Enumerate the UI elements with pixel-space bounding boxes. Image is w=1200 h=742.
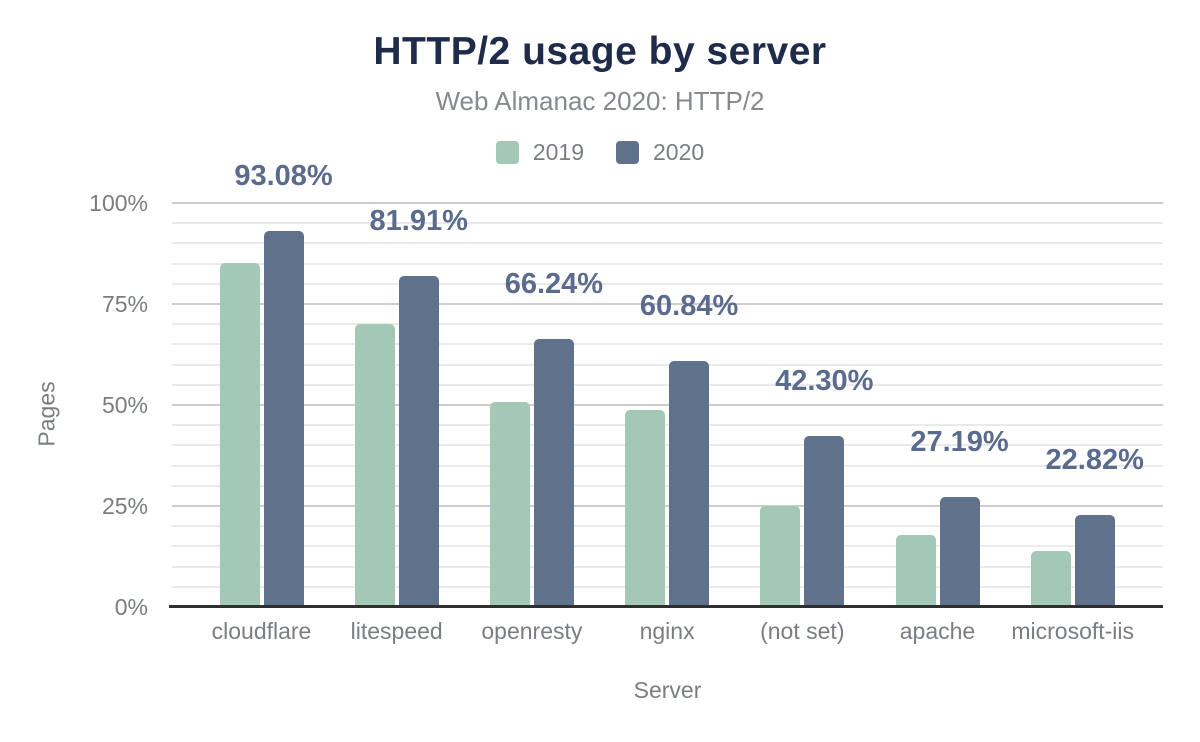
minor-gridline bbox=[172, 464, 1163, 467]
bar-2020-litespeed bbox=[398, 276, 439, 607]
y-tick-label: 50% bbox=[101, 392, 148, 418]
x-tick-label: microsoft-iis bbox=[1011, 618, 1135, 644]
minor-gridline bbox=[172, 565, 1163, 568]
x-tick-label: nginx bbox=[639, 618, 695, 644]
bar-value-label: 60.84% bbox=[639, 290, 739, 323]
bar-2019-apache bbox=[895, 535, 936, 607]
minor-gridline bbox=[172, 484, 1163, 487]
bar-2019-microsoft-iis bbox=[1030, 550, 1071, 607]
minor-gridline bbox=[172, 525, 1163, 528]
y-tick-label: 100% bbox=[89, 190, 148, 216]
y-axis-ticks: 0% 25% 50% 75% 100% bbox=[0, 190, 160, 620]
x-tick-label: (not set) bbox=[760, 618, 845, 644]
minor-gridline bbox=[172, 343, 1163, 346]
bar-2019-cloudflare bbox=[219, 263, 260, 607]
bar-2020-nginx bbox=[669, 361, 710, 607]
minor-gridline bbox=[172, 383, 1163, 386]
x-tick-label: litespeed bbox=[350, 618, 443, 644]
major-gridline bbox=[172, 202, 1163, 204]
minor-gridline bbox=[172, 444, 1163, 447]
bar-value-label: 42.30% bbox=[775, 365, 874, 398]
legend-label: 2019 bbox=[532, 139, 584, 165]
minor-gridline bbox=[172, 222, 1163, 225]
bar-2019-litespeed bbox=[354, 324, 395, 607]
x-axis-line bbox=[169, 605, 1163, 608]
bar-2020-cloudflare bbox=[263, 230, 304, 607]
x-tick-label: openresty bbox=[481, 618, 583, 644]
legend-swatch-icon bbox=[616, 141, 639, 164]
bar-2019-nginx bbox=[625, 409, 666, 607]
y-tick-label: 25% bbox=[101, 493, 148, 519]
major-gridline bbox=[172, 505, 1163, 507]
legend-item-2020: 2020 bbox=[616, 139, 704, 166]
chart-subtitle: Web Almanac 2020: HTTP/2 bbox=[435, 86, 765, 116]
bar-2020-(not set) bbox=[804, 436, 845, 607]
y-tick-label: 75% bbox=[101, 291, 148, 317]
chart-legend: 2019 2020 bbox=[0, 139, 1200, 166]
minor-gridline bbox=[172, 545, 1163, 548]
bar-value-label: 27.19% bbox=[910, 426, 1009, 459]
legend-swatch-icon bbox=[495, 141, 519, 164]
bar-value-label: 22.82% bbox=[1045, 443, 1144, 476]
chart-title: HTTP/2 usage by server bbox=[373, 30, 827, 73]
minor-gridline bbox=[172, 262, 1163, 265]
x-axis-ticks: cloudflare litespeed openresty nginx (not se… bbox=[172, 618, 1163, 648]
minor-gridline bbox=[172, 424, 1163, 427]
bar-2020-openresty bbox=[533, 339, 574, 607]
minor-gridline bbox=[172, 323, 1163, 326]
bar-2019-(not set) bbox=[760, 506, 801, 607]
major-gridline bbox=[172, 303, 1163, 305]
bar-value-label: 66.24% bbox=[504, 268, 604, 301]
minor-gridline bbox=[172, 363, 1163, 366]
legend-item-2019: 2019 bbox=[495, 139, 584, 166]
minor-gridline bbox=[172, 585, 1163, 588]
plot-area: 93.08% 81.91% 66.24% 60.84% 42.30% 27.19% 22.8… bbox=[169, 160, 1163, 608]
minor-gridline bbox=[172, 282, 1163, 285]
minor-gridline bbox=[172, 242, 1163, 245]
bar-2020-apache bbox=[939, 497, 980, 607]
bar-value-label: 93.08% bbox=[234, 159, 333, 192]
x-tick-label: apache bbox=[899, 618, 976, 644]
x-tick-label: cloudflare bbox=[211, 618, 312, 644]
x-axis-title: Server bbox=[633, 677, 702, 703]
y-tick-label: 0% bbox=[114, 594, 148, 620]
major-gridline bbox=[172, 404, 1163, 406]
bar-2019-openresty bbox=[489, 402, 530, 607]
bar-2020-microsoft-iis bbox=[1074, 514, 1115, 607]
bar-value-label: 81.91% bbox=[369, 205, 468, 238]
legend-label: 2020 bbox=[653, 139, 705, 165]
